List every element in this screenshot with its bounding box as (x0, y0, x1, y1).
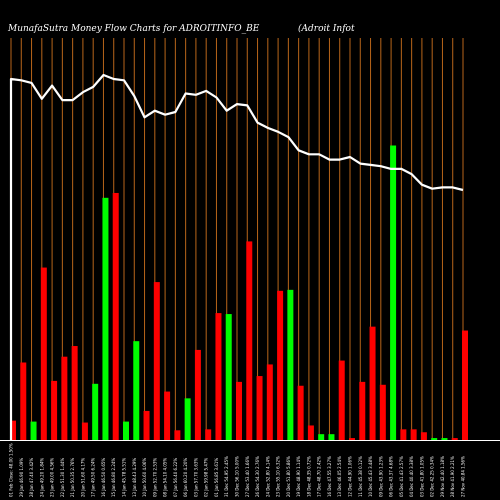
x-tick-label: 24 Jan 49.20 1.84% (39, 458, 44, 497)
x-tick-label: 13 Jan 48.43 4.29% (132, 458, 137, 497)
x-tick-label: 20 Dec 51.80 5.86% (286, 456, 291, 497)
x-tick-label: 03 Jan 57.70 3.63% (193, 458, 198, 497)
x-tick-label: 28 Nov 41.90 2.21% (450, 456, 455, 497)
money-flow-bar (174, 430, 181, 440)
money-flow-bar (51, 380, 58, 440)
money-flow-bar (164, 391, 171, 440)
x-tick-label: 16 Jan 46.50 0.65% (101, 458, 106, 497)
x-tick-label: 01 Jan 56.85 3.61% (214, 458, 219, 497)
x-tick-label: 05 Dec 41.43 2.57% (399, 456, 404, 497)
x-tick-label: 10 Jan 50.60 4.06% (142, 458, 147, 497)
money-flow-bar (184, 398, 191, 440)
x-tick-label: 22 Jan 51.30 1.44% (60, 458, 65, 497)
x-tick-label: 21 Jan 50.35 2.76% (70, 458, 75, 497)
x-tick-label: 23 Dec 55.10 6.32% (276, 456, 281, 497)
money-flow-bar (328, 434, 335, 440)
x-tick-label: 24 Dec 52.80 4.14% (265, 456, 270, 497)
x-tick-label: 02 Jan 59.98 5.47% (204, 458, 209, 497)
x-tick-label: 06 Dec 43.37 4.68% (389, 456, 394, 497)
money-flow-bar (246, 241, 253, 440)
money-flow-bar (61, 356, 68, 440)
money-flow-bar (102, 197, 109, 440)
money-flow-bar (410, 429, 417, 440)
x-tick-label: 28 Jan 47.40 3.42% (29, 458, 34, 497)
x-tick-label: 01 Feb Close: 48.00 1.50% (9, 443, 14, 497)
x-tick-label: 15 Jan 46.80 2.24% (111, 458, 116, 497)
money-flow-bar (10, 420, 16, 440)
x-tick-label: 02 Dec 42.25 0.34% (430, 456, 435, 497)
chart-title: MunafaSutra Money Flow Charts for ADROIT… (8, 24, 260, 34)
money-flow-bar (462, 330, 468, 440)
x-tick-label: 19 Dec 48.90 1.14% (296, 456, 301, 497)
x-tick-label: 09 Dec 43.90 1.23% (378, 456, 383, 497)
money-flow-bar (20, 362, 27, 440)
money-flow-bar (236, 381, 242, 440)
x-tick-label: 17 Jan 49.50 6.24% (91, 458, 96, 497)
money-flow-bar (277, 290, 284, 440)
money-flow-bar (40, 267, 47, 440)
x-tick-labels: 01 Feb Close: 48.00 1.50% 29 Jan 46.90 1.… (9, 443, 466, 497)
money-flow-bar (133, 341, 140, 440)
money-flow-bar (225, 314, 232, 440)
money-flow-bar (81, 422, 88, 440)
money-flow-bar (194, 349, 201, 440)
x-tick-label: 26 Dec 54.30 2.76% (255, 456, 260, 497)
x-tick-label: 12 Dec 44.90 1.06% (348, 456, 353, 497)
money-flow-bar (297, 385, 304, 440)
money-flow-bar (256, 376, 263, 440)
money-flow-bar (215, 313, 222, 440)
x-tick-label: 20 Jan 51.60 4.17% (80, 458, 85, 497)
chart-subtitle: (Adroit Infot (298, 24, 355, 34)
money-flow-bars (10, 145, 468, 440)
x-tick-label: 17 Dec 48.70 2.42% (317, 456, 322, 497)
x-tick-label: 23 Jan 49.00 4.56% (50, 458, 55, 497)
money-flow-bar (379, 384, 386, 440)
x-tick-label: 27 Nov 40.84 1.56% (461, 456, 466, 497)
x-tick-label: 14 Jan 45.78 5.51% (122, 458, 127, 497)
money-flow-bar (30, 421, 37, 440)
x-tick-label: 27 Dec 53.40 1.66% (245, 456, 250, 497)
money-flow-bar (266, 364, 273, 440)
x-tick-label: 10 Dec 45.43 3.48% (368, 456, 373, 497)
money-flow-bar (369, 326, 376, 440)
x-tick-label: 29 Nov 42.40 1.18% (440, 456, 445, 497)
x-tick-label: 07 Jan 56.40 6.22% (173, 458, 178, 497)
x-tick-label: 16 Dec 47.55 3.27% (327, 456, 332, 497)
x-tick-label: 13 Dec 46.05 2.54% (337, 456, 342, 497)
x-tick-label: 06 Jan 60.20 4.20% (183, 458, 188, 497)
money-flow-bar (112, 192, 119, 440)
money-flow-bar (307, 425, 314, 440)
money-flow-bar (123, 421, 129, 440)
x-tick-label: 30 Dec 56.10 5.00% (235, 456, 240, 497)
x-tick-label: 09 Jan 52.70 2.53% (152, 458, 157, 497)
money-flow-bar (420, 432, 427, 440)
price-line-layer (9, 73, 464, 440)
money-flow-bar (205, 429, 212, 440)
money-flow-bar (451, 438, 458, 440)
money-flow-bar (71, 346, 78, 440)
x-tick-label: 31 Dec 54.95 2.45% (224, 456, 229, 497)
money-flow-bar (338, 360, 345, 440)
x-tick-label: 08 Jan 54.10 4.05% (163, 458, 168, 497)
money-flow-bar (359, 381, 366, 440)
money-flow-bar (287, 289, 294, 440)
money-flow-bar (400, 429, 407, 440)
money-flow-bar (441, 438, 448, 440)
money-flow-bar (318, 434, 325, 440)
x-tick-label: 11 Dec 45.38 0.12% (358, 456, 363, 497)
money-flow-bar (143, 410, 150, 440)
x-tick-label: 03 Dec 41.80 1.05% (419, 456, 424, 497)
x-tick-label: 18 Dec 48.35 0.72% (306, 456, 311, 497)
money-flow-bar (431, 438, 438, 440)
x-tick-label: 04 Dec 40.40 3.38% (409, 456, 414, 497)
money-flow-bar (92, 383, 99, 440)
money-flow-bar (349, 438, 355, 440)
money-flow-bar (390, 145, 397, 440)
money-flow-bar (153, 282, 160, 440)
price-line (9, 73, 464, 440)
x-tick-label: 29 Jan 46.90 1.09% (19, 458, 24, 497)
